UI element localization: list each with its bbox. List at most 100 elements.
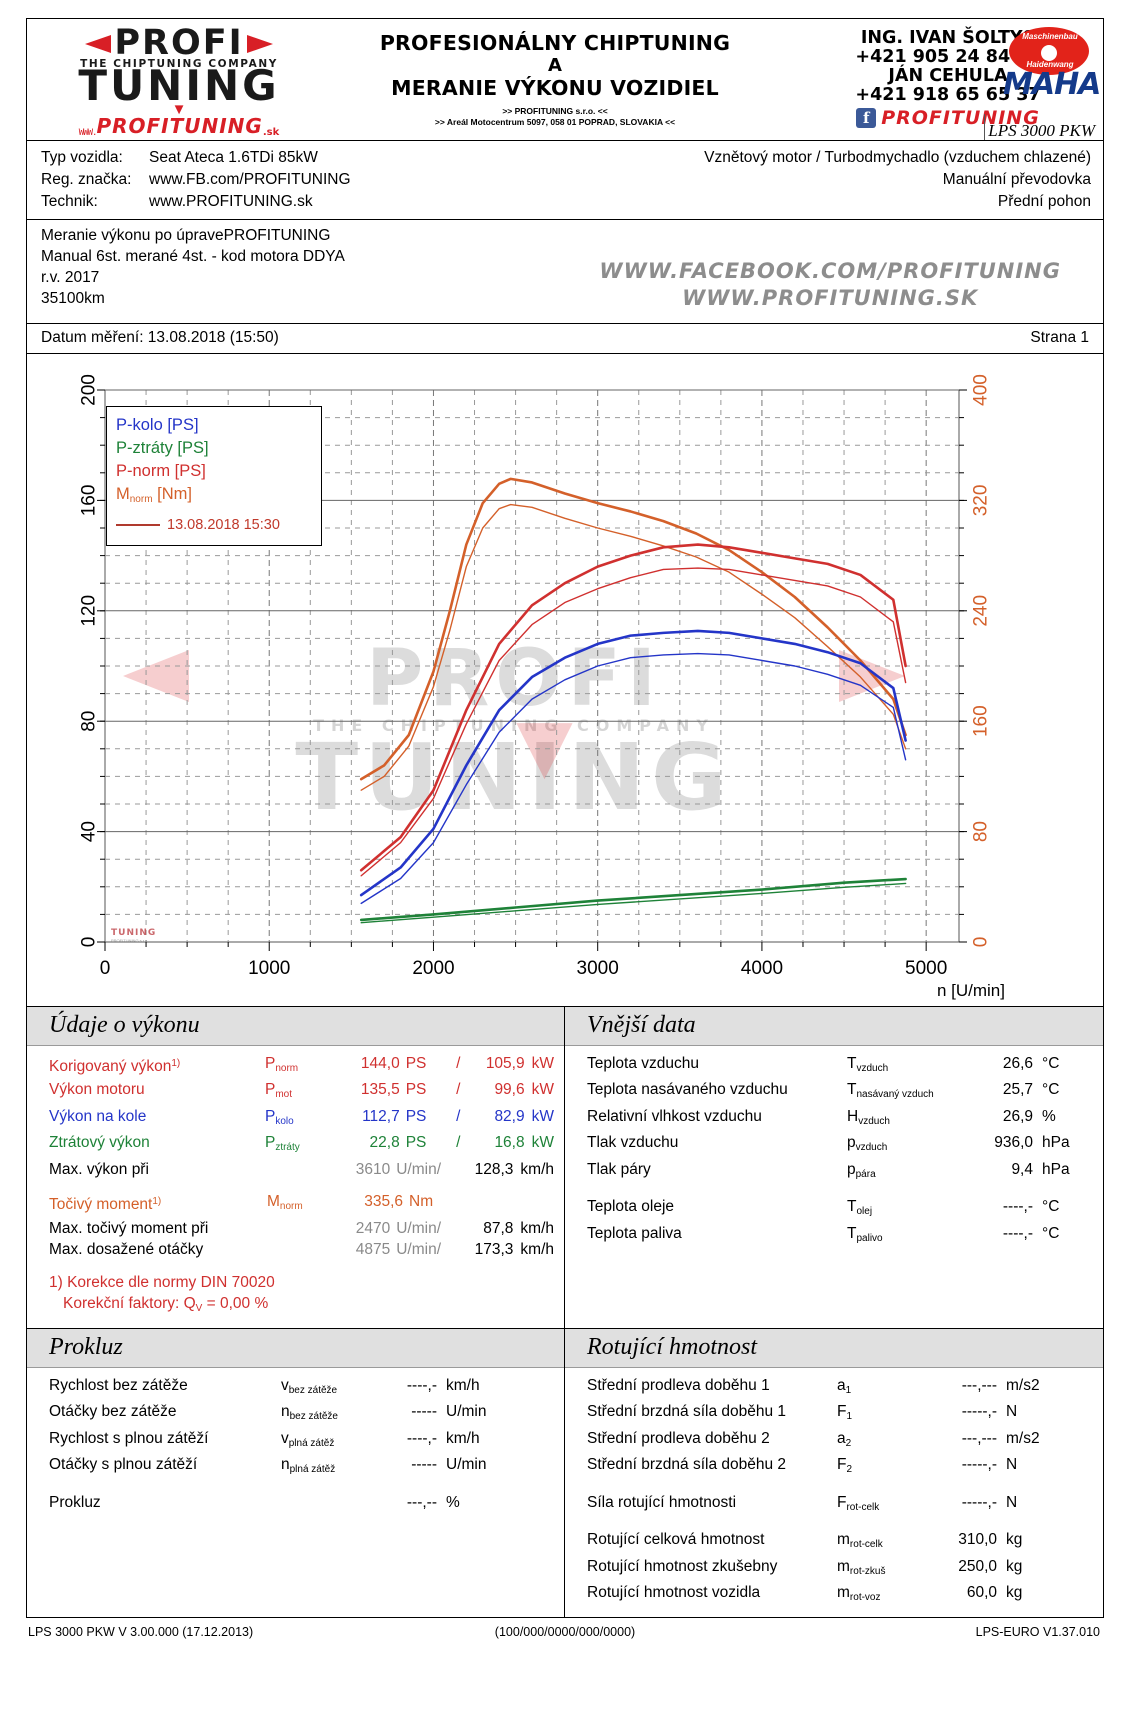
footer-left: LPS 3000 PKW V 3.00.000 (17.12.2013) bbox=[28, 1624, 254, 1639]
power-row: Ztrátový výkon Pztráty 22,8 PS / 16,8 kW bbox=[49, 1132, 554, 1159]
power-row-unit1: U/min/ bbox=[396, 1241, 442, 1259]
slip-row-unit: U/min bbox=[446, 1403, 487, 1421]
power-row-unit1: PS bbox=[405, 1081, 427, 1099]
y-axis-right-tick: 320 bbox=[971, 484, 992, 516]
legend-line-swatch bbox=[116, 524, 160, 527]
power-row-unit1: U/min/ bbox=[396, 1160, 442, 1178]
technician-label: Technik: bbox=[41, 192, 98, 210]
x-axis-tick: 2000 bbox=[412, 958, 454, 979]
legend-item-p-ztraty: P-ztráty [PS] bbox=[116, 438, 209, 457]
external-row-label: Teplota oleje bbox=[587, 1198, 675, 1216]
external-row: Teplota vzduchu Tvzduch 26,6 °C bbox=[587, 1053, 1093, 1080]
report-header: PROFI THE CHIPTUNING COMPANY TUNING ▼ WW… bbox=[27, 19, 1103, 141]
note-watermark-line1: WWW.FACEBOOK.COM/PROFITUNING bbox=[599, 258, 1061, 283]
vehicle-reg-value: www.FB.com/PROFITUNING bbox=[149, 170, 351, 188]
slip-row-symbol: vbez zátěže bbox=[281, 1376, 338, 1396]
power-row: Max. výkon při 3610 U/min/128,3 km/h bbox=[49, 1159, 554, 1181]
header-title-block: PROFESIONÁLNY CHIPTUNING A MERANIE VÝKON… bbox=[317, 23, 793, 140]
power-row-value1: 112,7 bbox=[362, 1107, 400, 1125]
power-row-value1: 144,0 bbox=[360, 1054, 400, 1072]
rotmass-row: Střední prodleva doběhu 1 a1 ---,--- m/s2 bbox=[587, 1375, 1093, 1402]
external-row-value: ----,- bbox=[1002, 1224, 1033, 1242]
maha-bottom-text: Haidenwang bbox=[1026, 60, 1074, 69]
rotmass-row-value: -----,- bbox=[961, 1456, 997, 1474]
power-row-value1: 22,8 bbox=[369, 1134, 400, 1152]
slip-row-symbol bbox=[281, 1492, 373, 1514]
rotmass-row-symbol: Frot-celk bbox=[837, 1493, 880, 1513]
slip-row: Rychlost bez zátěže vbez zátěže ----,- km/h bbox=[49, 1375, 554, 1402]
external-row: Teplota nasávaného vzduchu Tnasávaný vzdu… bbox=[587, 1079, 1093, 1106]
slip-row-label: Rychlost bez zátěže bbox=[49, 1376, 188, 1394]
rotmass-row-unit: m/s2 bbox=[1006, 1429, 1040, 1447]
x-axis-tick: 0 bbox=[100, 958, 111, 979]
external-row-symbol: Tolej bbox=[847, 1198, 873, 1218]
rotmass-row-value: 60,0 bbox=[966, 1584, 997, 1602]
power-row-slash bbox=[438, 1159, 459, 1181]
power-row-value1: 2470 bbox=[355, 1219, 391, 1237]
external-row-value: 936,0 bbox=[994, 1134, 1033, 1152]
rotmass-row-value: ---,--- bbox=[961, 1429, 997, 1447]
slip-row-label: Prokluz bbox=[49, 1493, 101, 1511]
power-row-value2: 99,6 bbox=[494, 1081, 525, 1099]
external-row: Tlak vzduchu pvzduch 936,0 hPa bbox=[587, 1132, 1093, 1159]
x-axis-tick: 5000 bbox=[905, 958, 947, 979]
header-address-line2: >> Areál Motocentrum 5097, 058 01 POPRAD… bbox=[434, 117, 676, 127]
rotmass-row-unit: N bbox=[1006, 1493, 1018, 1511]
rotmass-row-value: 310,0 bbox=[958, 1531, 997, 1549]
power-row-value2 bbox=[473, 1191, 529, 1218]
rotmass-row-symbol: mrot-zkuš bbox=[837, 1557, 886, 1577]
chart-mini-logo: TUNING PROFITUNING s.r.o. bbox=[111, 928, 341, 943]
header-address-line1: >> PROFITUNING s.r.o. << bbox=[502, 106, 608, 116]
external-row-label: Relativní vlhkost vzduchu bbox=[587, 1107, 762, 1125]
rotmass-row-unit: kg bbox=[1006, 1557, 1023, 1575]
logo-www-text: WWW. bbox=[78, 127, 98, 138]
external-row-label: Teplota nasávaného vzduchu bbox=[587, 1081, 788, 1099]
logo-brand-text-2: TUNING bbox=[78, 61, 280, 111]
rotmass-row-label: Rotující celková hmotnost bbox=[587, 1531, 765, 1549]
power-row-label: Max. točivý moment při bbox=[49, 1219, 209, 1237]
power-row-value1: 3610 bbox=[355, 1160, 391, 1178]
power-row: Max. dosažené otáčky 4875 U/min/173,3 km/h bbox=[49, 1239, 554, 1261]
power-panel: Údaje o výkonu Korigovaný výkon1) Pnorm 14… bbox=[27, 1006, 565, 1328]
rotmass-row-label: Rotující hmotnost vozidla bbox=[587, 1584, 761, 1602]
power-row-unit2: km/h bbox=[520, 1219, 554, 1237]
external-row-unit: % bbox=[1042, 1107, 1056, 1125]
power-row-value2: 173,3 bbox=[474, 1241, 514, 1259]
external-row-value: 25,7 bbox=[1002, 1081, 1033, 1099]
y-axis-left-tick: 160 bbox=[79, 484, 100, 516]
y-axis-right-tick: 0 bbox=[971, 937, 992, 948]
note-line-2: Manual 6st. merané 4st. - kod motora DDY… bbox=[41, 247, 345, 265]
chart-mini-logo-text: TUNING bbox=[111, 927, 157, 938]
logo-brand-text: PROFI bbox=[114, 23, 244, 63]
rotmass-row-label: Střední brzdná síla doběhu 1 bbox=[587, 1403, 787, 1421]
slip-panel-title: Prokluz bbox=[27, 1328, 564, 1368]
chart-legend: P-kolo [PS] P-ztráty [PS] P-norm [PS] Mn… bbox=[106, 405, 322, 546]
footer-middle: (100/000/0000/000/0000) bbox=[494, 1624, 636, 1639]
power-panel-title: Údaje o výkonu bbox=[27, 1006, 564, 1046]
external-row-value: 26,6 bbox=[1002, 1054, 1033, 1072]
power-row-unit1: PS bbox=[405, 1107, 427, 1125]
chart-series-p-mot-ps- bbox=[360, 567, 907, 877]
rotmass-row: Rotující celková hmotnost mrot-celk 310,0 k… bbox=[587, 1529, 1093, 1556]
power-row-label: Max. výkon při bbox=[49, 1160, 149, 1178]
rotmass-row-unit: N bbox=[1006, 1456, 1018, 1474]
note-watermark: WWW.FACEBOOK.COM/PROFITUNING WWW.PROFITU… bbox=[599, 258, 1061, 312]
data-panels-top: Údaje o výkonu Korigovaný výkon1) Pnorm 14… bbox=[27, 1006, 1103, 1329]
measurement-date-row: Datum měření: 13.08.2018 (15:50) Strana … bbox=[27, 324, 1103, 354]
power-row-value2: 105,9 bbox=[485, 1054, 525, 1072]
x-axis-label: n [U/min] bbox=[937, 981, 1005, 1000]
power-row-value2: 87,8 bbox=[483, 1219, 514, 1237]
rotmass-row-symbol: F2 bbox=[837, 1456, 853, 1476]
power-row-unit2: kW bbox=[531, 1054, 554, 1072]
note-watermark-line2: WWW.PROFITUNING.SK bbox=[682, 285, 979, 310]
rotmass-row-label: Střední prodleva doběhu 2 bbox=[587, 1429, 770, 1447]
slip-row-unit: U/min bbox=[446, 1456, 487, 1474]
gearbox-value: Manuální převodovka bbox=[942, 170, 1091, 188]
measurement-note-section: Meranie výkonu po úpravePROFITUNING Manu… bbox=[27, 220, 1103, 324]
rotmass-row-unit: N bbox=[1006, 1403, 1018, 1421]
chart-series-m-mot-nm- bbox=[360, 503, 907, 791]
measurement-date-label: Datum měření: 13.08.2018 (15:50) bbox=[41, 328, 279, 346]
maha-wordmark: MAHA bbox=[1003, 67, 1101, 102]
power-row-unit1: Nm bbox=[409, 1193, 434, 1211]
chart-series-p-kolo-2-ps- bbox=[360, 652, 907, 904]
